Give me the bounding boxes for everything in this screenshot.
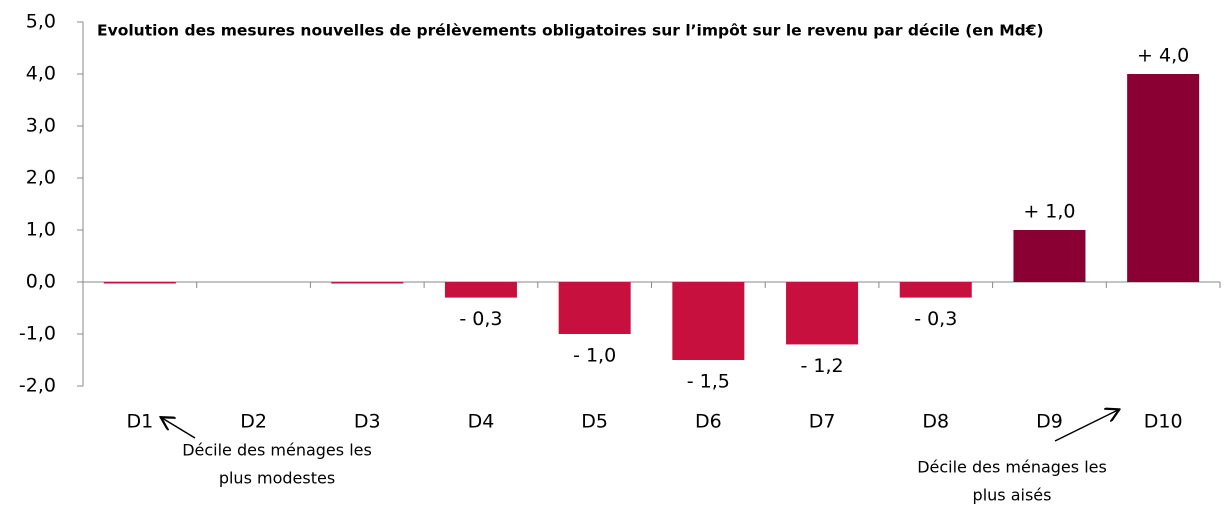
x-tick-label: D5 <box>581 411 608 433</box>
x-tick-label: D2 <box>240 411 267 433</box>
y-tick-label: 1,0 <box>26 219 56 241</box>
y-tick-label: -2,0 <box>19 375 56 397</box>
value-label: - 1,2 <box>800 355 843 377</box>
value-label: - 0,3 <box>459 308 502 330</box>
x-tick-label: D1 <box>126 411 153 433</box>
y-tick-label: 3,0 <box>26 115 56 137</box>
y-tick-label: 2,0 <box>26 167 56 189</box>
arrow <box>162 418 196 439</box>
x-tick-label: D3 <box>354 411 381 433</box>
value-label: - 1,0 <box>573 345 616 367</box>
y-tick-label: -1,0 <box>19 323 56 345</box>
annotation: plus modestes <box>219 469 335 488</box>
bar <box>558 282 631 334</box>
annotation: plus aisés <box>973 486 1052 505</box>
x-tick-label: D9 <box>1036 411 1063 433</box>
y-tick-label: 4,0 <box>26 63 56 85</box>
x-tick-label: D10 <box>1144 411 1183 433</box>
bar <box>103 282 176 284</box>
bar <box>444 282 517 298</box>
bar <box>672 282 745 360</box>
x-tick-label: D4 <box>468 411 495 433</box>
annotation: Décile des ménages les <box>182 441 372 460</box>
y-tick-label: 5,0 <box>26 11 56 33</box>
bar <box>1013 230 1086 282</box>
value-label: - 1,5 <box>687 371 730 393</box>
arrow <box>1054 410 1118 442</box>
y-tick-label: 0,0 <box>26 271 56 293</box>
x-tick-label: D8 <box>922 411 949 433</box>
value-label: + 1,0 <box>1023 201 1075 223</box>
annotation: Décile des ménages les <box>917 458 1107 477</box>
value-label: - 0,3 <box>914 308 957 330</box>
bar <box>786 282 859 345</box>
value-label: + 4,0 <box>1137 45 1189 67</box>
x-tick-label: D7 <box>809 411 836 433</box>
bar <box>899 282 972 298</box>
chart-title: Evolution des mesures nouvelles de prélè… <box>97 22 1044 40</box>
x-tick-label: D6 <box>695 411 722 433</box>
bar <box>331 282 404 284</box>
bar <box>1127 74 1200 282</box>
